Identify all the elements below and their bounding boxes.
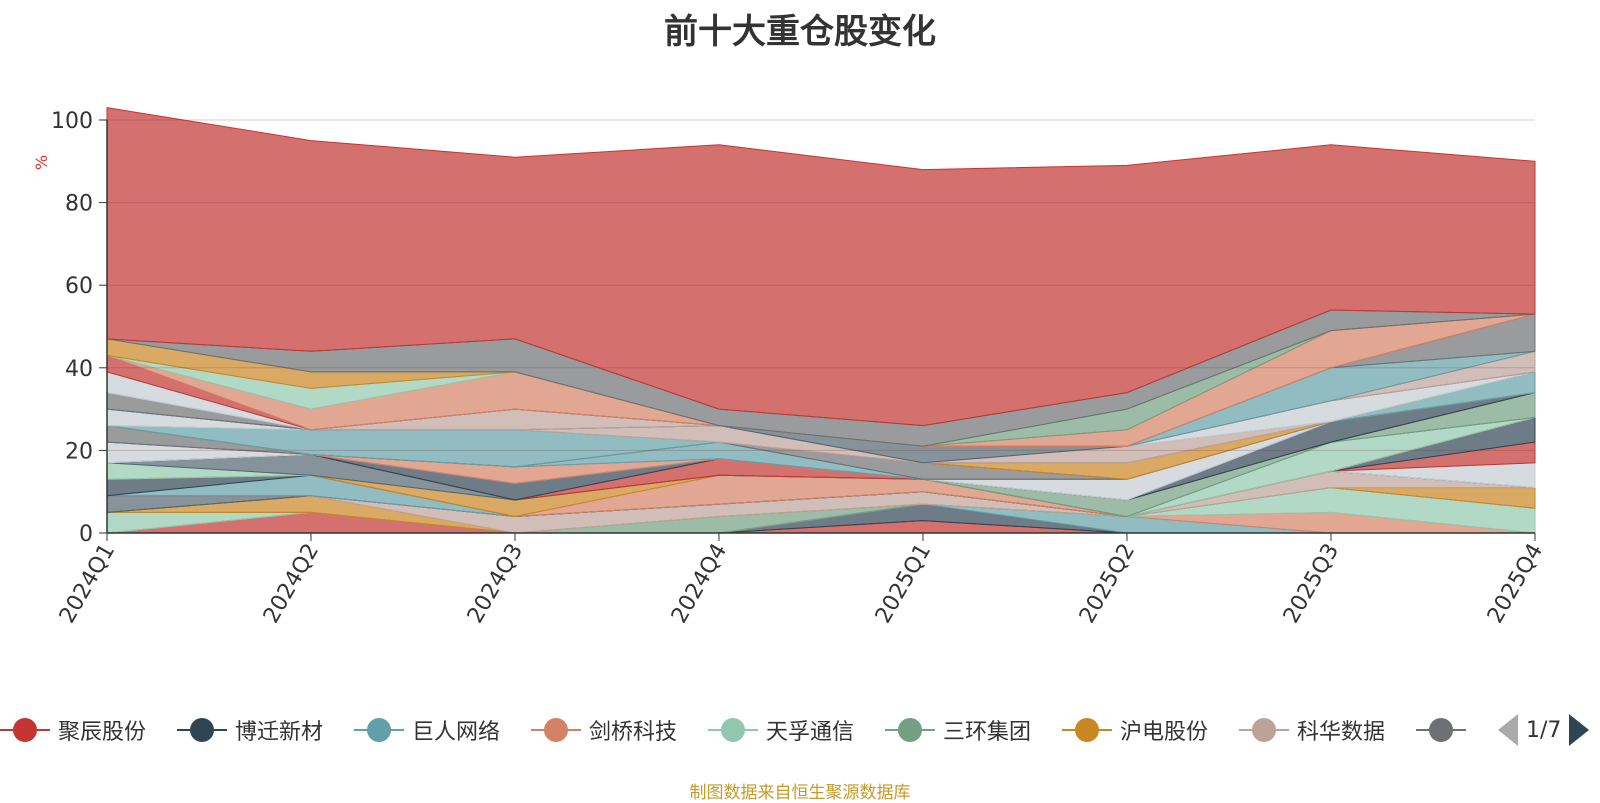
y-tick-label: 100 (51, 109, 93, 134)
legend-dot-icon (190, 718, 214, 742)
x-tick-label: 2025Q1 (871, 540, 936, 628)
legend-dot-icon (367, 718, 391, 742)
legend-marker-icon (177, 712, 227, 748)
legend-dot-icon (13, 718, 37, 742)
legend-dot-icon (1075, 718, 1099, 742)
legend-item[interactable]: 巨人网络 (354, 712, 500, 748)
legend-label: 沪电股份 (1120, 720, 1209, 745)
legend-marker-icon (708, 712, 758, 748)
x-tick-label: 2024Q1 (55, 540, 120, 628)
legend-marker-icon (0, 712, 50, 748)
x-tick-label: 2025Q2 (1075, 540, 1140, 628)
chart-title: 前十大重仓股变化 (664, 12, 936, 52)
source-note: 制图数据来自恒生聚源数据库 (689, 783, 911, 803)
area-series-42 (106, 107, 1536, 427)
y-tick-label: 0 (79, 522, 93, 547)
legend-marker-icon (1239, 712, 1289, 748)
legend-page-text: 1/7 (1526, 717, 1562, 743)
legend-marker-icon (1416, 712, 1466, 748)
y-tick-label: 60 (65, 274, 93, 299)
legend-label: 天孚通信 (766, 720, 855, 745)
legend-label: 巨人网络 (412, 720, 501, 745)
legend-item[interactable]: 沪电股份 (1062, 712, 1208, 748)
legend-marker-icon (885, 712, 935, 748)
legend-dot-icon (1429, 718, 1453, 742)
legend-dot-icon (544, 718, 568, 742)
legend-item[interactable]: 剑桥科技 (531, 712, 677, 748)
area-layers (106, 107, 1536, 534)
legend: 聚辰股份 博迁新材 巨人网络 剑桥科技 天孚通信 三环集团 沪电股份 科华数据 (0, 712, 1600, 752)
grid-lines (107, 119, 1535, 451)
legend-item[interactable]: 天孚通信 (708, 712, 854, 748)
legend-item[interactable]: 科华数据 (1239, 712, 1385, 748)
legend-item-partial[interactable] (1416, 712, 1466, 748)
x-tick-label: 2025Q4 (1483, 540, 1548, 628)
legend-marker-icon (1062, 712, 1112, 748)
legend-item[interactable]: 博迁新材 (177, 712, 323, 748)
legend-label: 三环集团 (943, 720, 1032, 745)
legend-item[interactable]: 聚辰股份 (0, 712, 146, 748)
y-tick-label: 40 (65, 357, 93, 382)
legend-label: 剑桥科技 (589, 720, 678, 745)
x-tick-label: 2024Q4 (667, 540, 732, 628)
legend-label: 聚辰股份 (58, 720, 147, 745)
legend-marker-icon (354, 712, 404, 748)
x-tick-label: 2025Q3 (1279, 540, 1344, 628)
legend-marker-icon (531, 712, 581, 748)
legend-label: 科华数据 (1297, 720, 1386, 745)
legend-next-icon[interactable] (1569, 714, 1590, 746)
legend-dot-icon (898, 718, 922, 742)
y-tick-label: 20 (65, 439, 93, 464)
legend-dot-icon (721, 718, 745, 742)
y-tick-label: 80 (65, 192, 93, 217)
x-tick-label: 2024Q2 (259, 540, 324, 628)
legend-dot-icon (1252, 718, 1276, 742)
legend-item[interactable]: 三环集团 (885, 712, 1031, 748)
x-tick-label: 2024Q3 (463, 540, 528, 628)
legend-pager: 1/7 (1498, 712, 1590, 748)
legend-prev-icon[interactable] (1498, 714, 1518, 746)
legend-label: 博迁新材 (235, 720, 324, 745)
